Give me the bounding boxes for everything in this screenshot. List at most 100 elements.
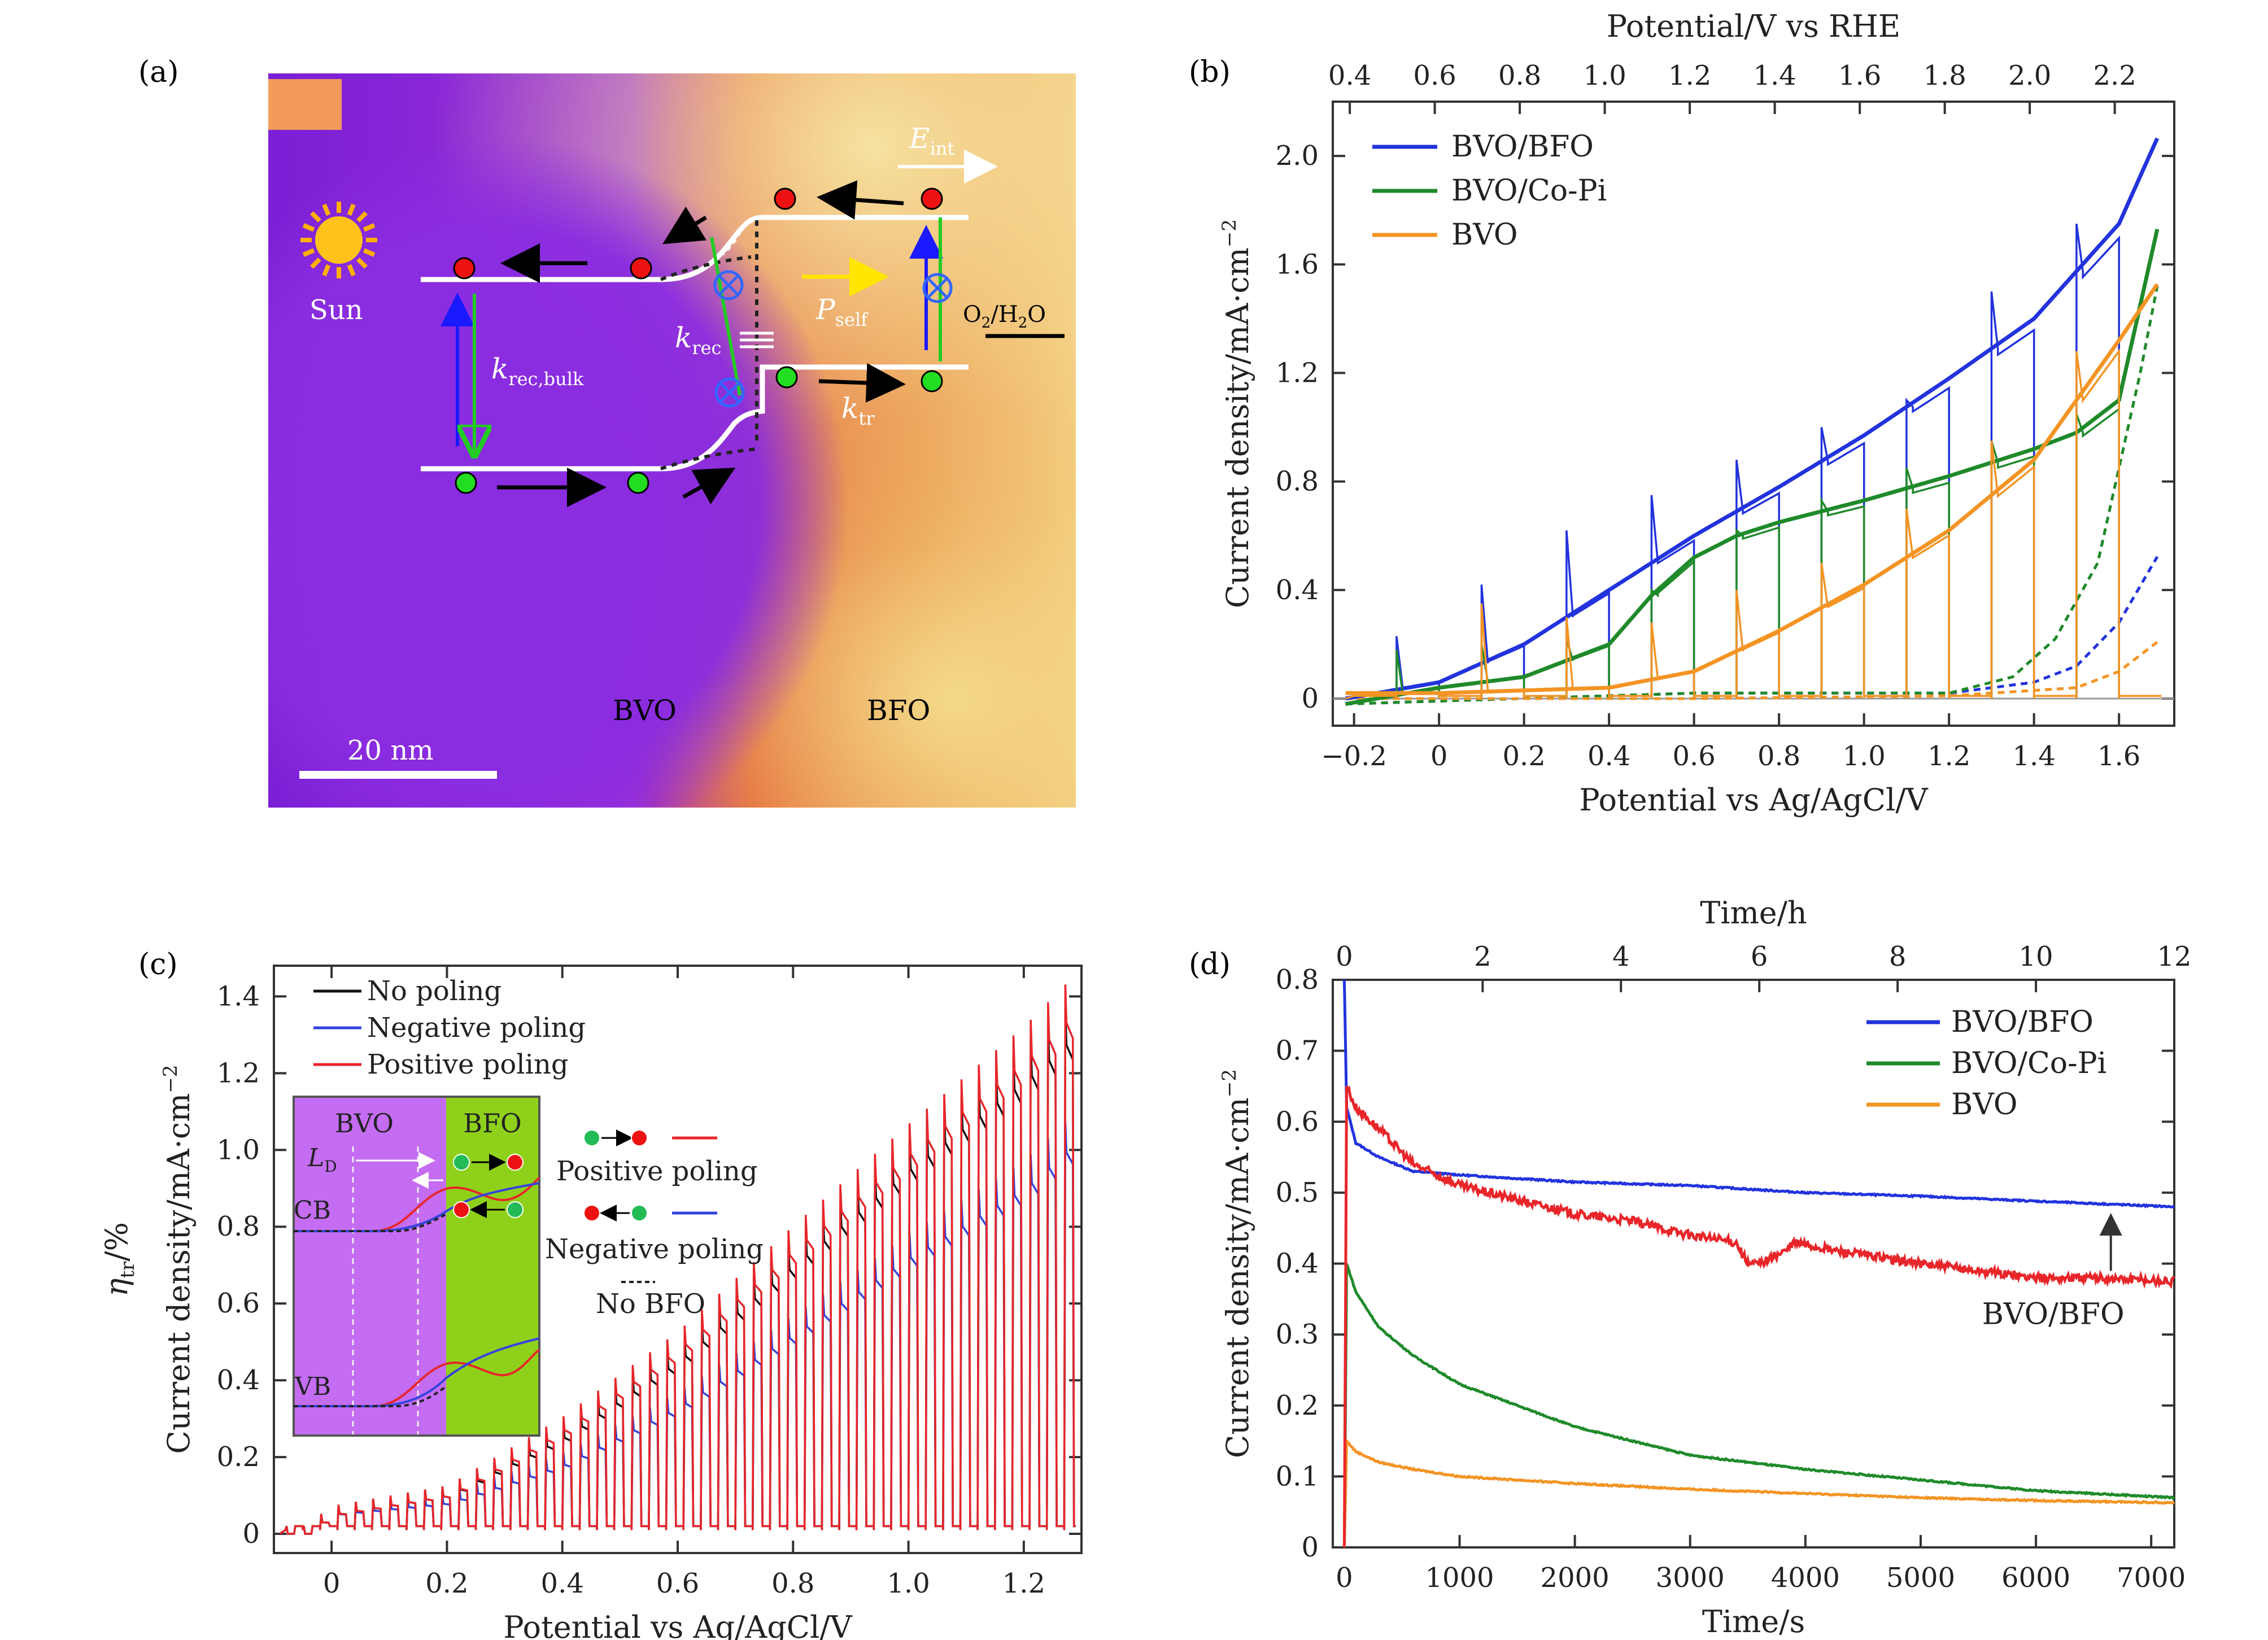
legend-label: BVO/Co-Pi	[1451, 174, 1607, 208]
y-tick-label: 0.1	[1276, 1460, 1319, 1492]
y-tick-label: 0.8	[1276, 466, 1319, 498]
y-tick-label: 0.4	[1276, 1248, 1319, 1280]
x2-tick-label: 1.2	[1668, 60, 1711, 91]
y-tick-label: 2.0	[1276, 140, 1319, 172]
x-tick-label: 0.4	[1587, 740, 1630, 772]
y-tick-label: 0.7	[1276, 1035, 1319, 1067]
x2-axis-label: Potential/V vs RHE	[1607, 8, 1900, 44]
x-tick-label: 5000	[1886, 1562, 1955, 1594]
sun-ray	[347, 203, 356, 216]
y-tick-label: 0.2	[1276, 1390, 1319, 1421]
sun-ray	[347, 264, 356, 277]
x2-tick-label: 0.4	[1328, 60, 1371, 91]
inset-band-line	[294, 1213, 447, 1232]
dark-current-line	[1345, 286, 2159, 706]
y-tick-label: 0.4	[1276, 574, 1319, 606]
y-tick-label: 0.2	[217, 1441, 260, 1473]
inset-bvo-label: BVO	[335, 1108, 394, 1139]
x-tick-label: −0.2	[1321, 740, 1387, 772]
inset-charge	[453, 1154, 470, 1171]
inset-legend-positive: Positive poling	[556, 1155, 758, 1187]
sun-ray	[310, 258, 321, 269]
y-tick-label: 0.4	[217, 1364, 260, 1396]
inset-frame	[293, 1096, 540, 1437]
x-tick-label: 0.4	[541, 1568, 584, 1599]
legend-hole-icon	[583, 1129, 600, 1146]
legend-label: No poling	[367, 975, 501, 1007]
x-tick-label: 0.6	[1672, 740, 1715, 772]
holes	[455, 366, 943, 494]
y-tick-label: 0	[1301, 683, 1319, 714]
pself-label: Pself	[815, 293, 869, 330]
panel-label-a: (a)	[138, 55, 179, 89]
x-tick-label: 1.2	[1927, 740, 1970, 772]
x-tick-label: 0.2	[1502, 740, 1545, 772]
series-line	[1342, 1085, 2175, 1548]
y-tick-label: 1.2	[217, 1057, 260, 1089]
chart-c: 0 0.2 0.4 0.6 0.8 1.0 1.2 0 0.2 0.4 0.6 0.8 1.0 1.2 1.…	[99, 965, 1083, 1640]
x-axis-label: Potential vs Ag/AgCl/V	[503, 1610, 852, 1640]
x2-tick-label: 6	[1751, 941, 1768, 972]
x2-tick-label: 0.8	[1498, 60, 1541, 91]
inset-vb-label: VB	[294, 1372, 331, 1401]
y-tick-label: 1.4	[217, 980, 260, 1012]
series-line	[1345, 229, 2160, 706]
inset-band-line	[294, 1337, 540, 1407]
x-axis-label: Potential vs Ag/AgCl/V	[1579, 782, 1928, 818]
x-axis-label: Time/s	[1702, 1604, 1805, 1639]
x-tick-label: 1.6	[2097, 740, 2140, 772]
x2-tick-label: 0	[1336, 941, 1353, 972]
y2-axis-label: ηtr/%	[99, 1222, 139, 1297]
inset-bfo-region	[446, 1097, 539, 1436]
x-tick-label: 2000	[1541, 1562, 1610, 1594]
x-tick-label: 1000	[1425, 1562, 1494, 1594]
krec-label: krec	[675, 321, 721, 359]
chopped-line	[1345, 348, 2162, 700]
series-line	[1345, 283, 2159, 695]
series-line	[1342, 1437, 2175, 1548]
y-axis-label: Current density/mA·cm−2	[159, 1065, 197, 1454]
panel-label-b: (b)	[1189, 55, 1231, 89]
sun-label: Sun	[309, 294, 363, 326]
x2-tick-label: 8	[1889, 941, 1907, 972]
panel-a-tem-image: Sun	[268, 73, 1076, 808]
x2-tick-label: 1.8	[1923, 60, 1966, 91]
chopped-line	[279, 984, 1076, 1535]
y-axis-label: Current density/mA·cm−2	[1218, 1069, 1255, 1458]
y-tick-label: 0.5	[1276, 1177, 1319, 1209]
plot-frame	[1332, 101, 2175, 727]
legend-label: Negative poling	[367, 1012, 586, 1044]
x2-axis-label: Time/h	[1700, 895, 1807, 931]
inset-band-diagram: BVO BFO LD CB VB	[293, 1096, 540, 1437]
legend-hole-icon	[631, 1205, 648, 1222]
inset-band-line	[294, 1385, 447, 1407]
x2-tick-label: 1.0	[1583, 60, 1626, 91]
o2h2o-label: O2/H2O	[963, 302, 1046, 332]
x-tick-label: 0	[323, 1568, 341, 1599]
annotation-label: BVO/BFO	[1982, 1297, 2125, 1331]
sun-ray	[356, 258, 368, 269]
chopped-line	[1345, 223, 2162, 700]
legend-label: BVO/BFO	[1451, 130, 1594, 164]
legend-electron-icon	[583, 1205, 600, 1222]
y-tick-label: 0.3	[1276, 1319, 1319, 1350]
series-line	[1342, 979, 2175, 1209]
inset-band-line	[294, 1176, 540, 1232]
ktr-label: ktr	[841, 392, 875, 429]
inset-legend-negative: Negative poling	[545, 1233, 764, 1265]
x-tick-label: 3000	[1656, 1562, 1725, 1594]
inset-legend-nobfo: No BFO	[596, 1288, 705, 1320]
eint-label: Eint	[909, 122, 954, 159]
y-tick-label: 0.6	[1276, 1106, 1319, 1137]
y-axis-label: Current density/mA·cm−2	[1218, 219, 1255, 608]
electrons	[453, 187, 943, 280]
y-tick-label: 0	[242, 1518, 260, 1550]
bfo-label: BFO	[867, 694, 930, 727]
x2-tick-label: 12	[2157, 941, 2191, 972]
legend-label: BVO/Co-Pi	[1951, 1046, 2106, 1080]
x-tick-label: 0.8	[771, 1568, 814, 1599]
inset-bfo-label: BFO	[463, 1108, 521, 1139]
x-tick-label: 1.0	[887, 1568, 930, 1599]
y-tick-label: 1.2	[1276, 357, 1319, 389]
